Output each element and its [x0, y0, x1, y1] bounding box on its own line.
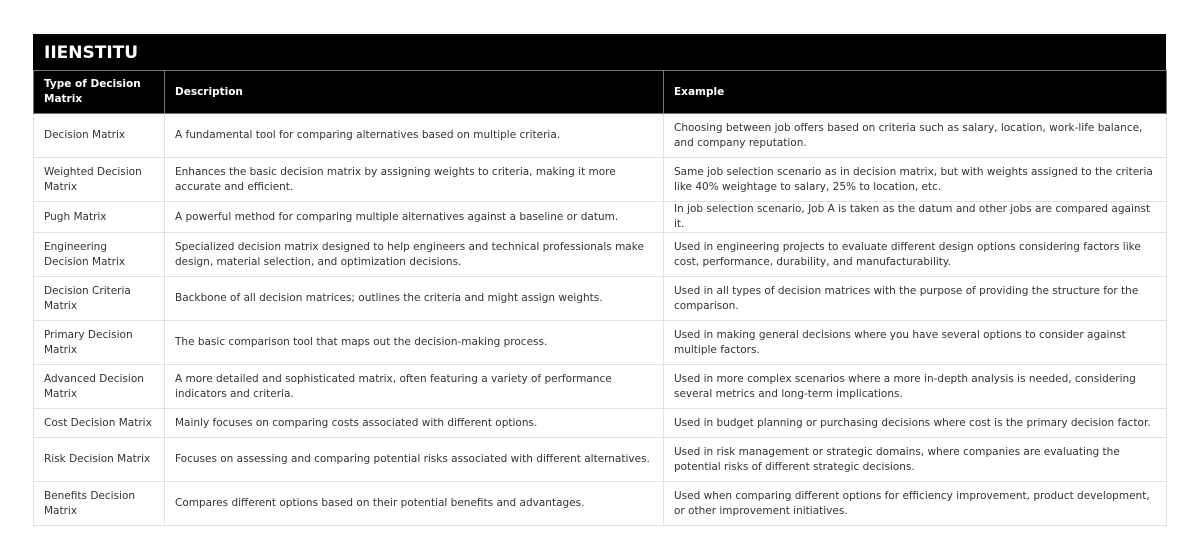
table-row: Decision Matrix A fundamental tool for co…	[33, 113, 1167, 158]
description-cell: The basic comparison tool that maps out …	[164, 320, 664, 365]
example-cell: In job selection scenario, Job A is take…	[663, 201, 1167, 233]
description-cell: Focuses on assessing and comparing poten…	[164, 437, 664, 482]
table-row: Benefits Decision Matrix Compares differe…	[33, 481, 1167, 526]
decision-matrix-table-container: IIENSTITU Type of Decision Matrix Descri…	[33, 34, 1167, 526]
type-cell: Weighted Decision Matrix	[33, 157, 165, 202]
header-row: Type of Decision Matrix Description Exam…	[33, 70, 1167, 114]
type-cell: Advanced Decision Matrix	[33, 364, 165, 409]
header-type: Type of Decision Matrix	[33, 70, 165, 114]
table-row: Decision Criteria Matrix Backbone of all …	[33, 276, 1167, 321]
description-cell: Mainly focuses on comparing costs associ…	[164, 408, 664, 438]
table-row: Weighted Decision Matrix Enhances the bas…	[33, 157, 1167, 202]
type-cell: Cost Decision Matrix	[33, 408, 165, 438]
example-cell: Used in making general decisions where y…	[663, 320, 1167, 365]
type-cell: Primary Decision Matrix	[33, 320, 165, 365]
type-cell: Decision Criteria Matrix	[33, 276, 165, 321]
table-row: Cost Decision Matrix Mainly focuses on co…	[33, 408, 1167, 438]
header-description: Description	[164, 70, 664, 114]
type-cell: Benefits Decision Matrix	[33, 481, 165, 526]
example-cell: Used in risk management or strategic dom…	[663, 437, 1167, 482]
example-cell: Used in budget planning or purchasing de…	[663, 408, 1167, 438]
decision-matrix-table: Type of Decision Matrix Description Exam…	[33, 70, 1167, 526]
type-cell: Risk Decision Matrix	[33, 437, 165, 482]
example-cell: Choosing between job offers based on cri…	[663, 113, 1167, 158]
description-cell: Enhances the basic decision matrix by as…	[164, 157, 664, 202]
example-cell: Used in more complex scenarios where a m…	[663, 364, 1167, 409]
table-row: Engineering Decision Matrix Specialized d…	[33, 232, 1167, 277]
description-cell: A more detailed and sophisticated matrix…	[164, 364, 664, 409]
description-cell: Compares different options based on thei…	[164, 481, 664, 526]
header-example: Example	[663, 70, 1167, 114]
table-row: Risk Decision Matrix Focuses on assessing…	[33, 437, 1167, 482]
type-cell: Pugh Matrix	[33, 201, 165, 233]
example-cell: Used in engineering projects to evaluate…	[663, 232, 1167, 277]
table-row: Advanced Decision Matrix A more detailed …	[33, 364, 1167, 409]
type-cell: Engineering Decision Matrix	[33, 232, 165, 277]
example-cell: Same job selection scenario as in decisi…	[663, 157, 1167, 202]
description-cell: Specialized decision matrix designed to …	[164, 232, 664, 277]
table-title: IIENSTITU	[33, 34, 1166, 70]
description-cell: A fundamental tool for comparing alterna…	[164, 113, 664, 158]
table-row: Primary Decision Matrix The basic compari…	[33, 320, 1167, 365]
description-cell: A powerful method for comparing multiple…	[164, 201, 664, 233]
example-cell: Used when comparing different options fo…	[663, 481, 1167, 526]
table-row: Pugh Matrix A powerful method for compari…	[33, 201, 1167, 233]
example-cell: Used in all types of decision matrices w…	[663, 276, 1167, 321]
description-cell: Backbone of all decision matrices; outli…	[164, 276, 664, 321]
type-cell: Decision Matrix	[33, 113, 165, 158]
